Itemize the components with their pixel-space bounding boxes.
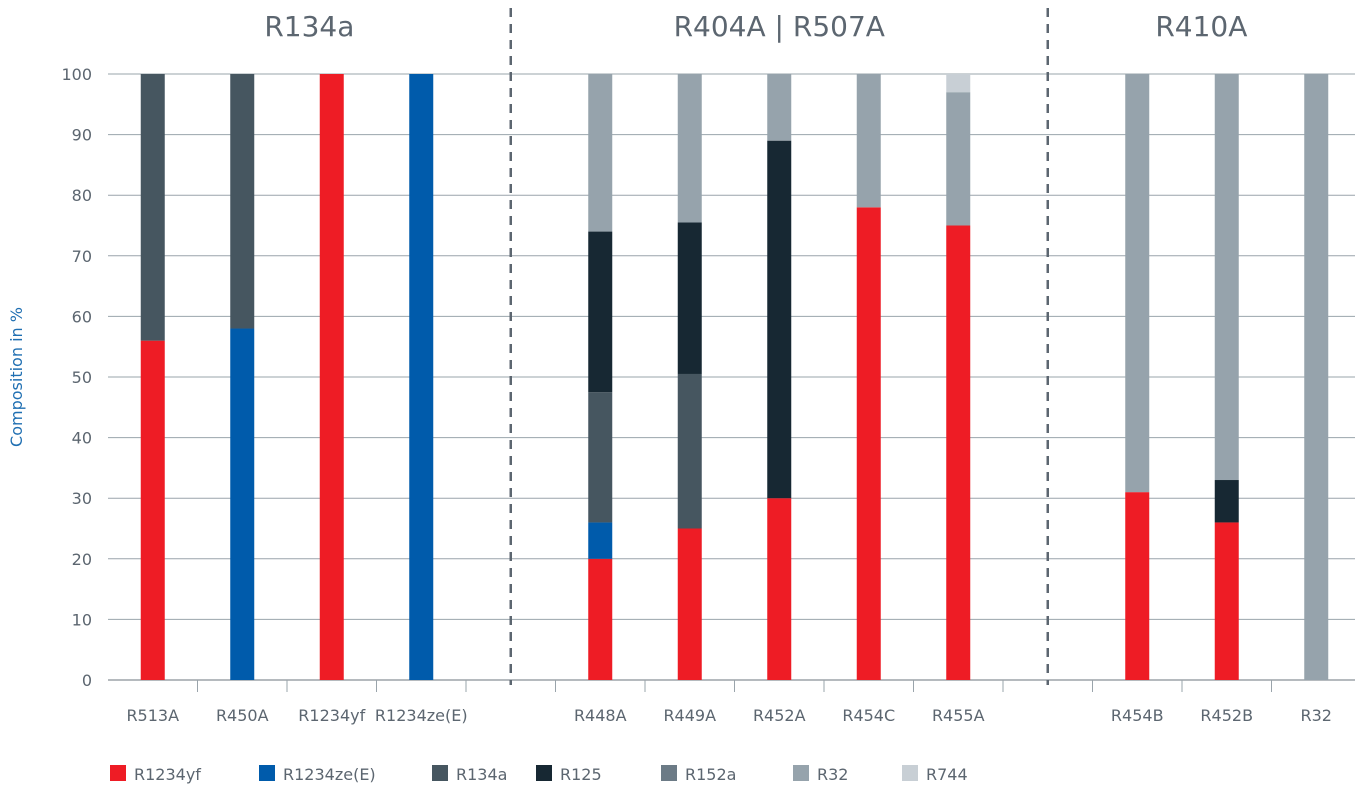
group-title: R404A | R507A	[674, 10, 885, 43]
legend-label: R744	[926, 765, 968, 784]
x-tick-label: R1234ze(E)	[375, 706, 468, 725]
x-tick-label: R452A	[753, 706, 806, 725]
x-axis: R513A R450A R1234yf R1234ze(E) R448A R449A R45…	[126, 680, 1332, 725]
bar-segment	[588, 74, 613, 232]
legend-swatch	[432, 765, 448, 781]
y-tick-label: 20	[72, 550, 92, 569]
x-tick-label: R455A	[932, 706, 985, 725]
legend-swatch	[536, 765, 552, 781]
legend-label: R1234yf	[134, 765, 201, 784]
y-tick-label: 90	[72, 126, 92, 145]
bar-segment	[588, 231, 613, 393]
x-tick-label: R452B	[1200, 706, 1253, 725]
legend-swatch	[902, 765, 918, 781]
bar-segment	[856, 74, 881, 208]
gridlines	[108, 73, 1355, 681]
bar-segment	[588, 558, 613, 680]
legend-label: R125	[560, 765, 602, 784]
bar-segment	[319, 74, 344, 680]
bar-segment	[946, 74, 971, 93]
y-tick-label: 60	[72, 307, 92, 326]
x-tick-label: R450A	[216, 706, 269, 725]
x-tick-label: R454C	[842, 706, 895, 725]
bar-segment	[1214, 74, 1239, 481]
x-tick-label: R513A	[126, 706, 179, 725]
y-tick-label: 50	[72, 368, 92, 387]
bar-segment	[1214, 522, 1239, 680]
group-title: R134a	[264, 10, 354, 43]
bar-segment	[140, 340, 165, 680]
y-tick-label: 30	[72, 489, 92, 508]
legend-swatch	[259, 765, 275, 781]
bar-segment	[767, 498, 792, 680]
bar-segment	[1125, 492, 1150, 680]
legend-swatch	[110, 765, 126, 781]
group-title: R410A	[1155, 10, 1247, 43]
legend-swatch	[793, 765, 809, 781]
legend: R1234yf R1234ze(E) R134a R125 R152a R32 R744	[110, 765, 968, 784]
bar-segment	[230, 74, 255, 329]
legend-label: R134a	[456, 765, 507, 784]
bar-segment	[1214, 480, 1239, 523]
bar-segment	[1304, 74, 1329, 680]
legend-label: R1234ze(E)	[283, 765, 376, 784]
x-tick-label: R32	[1301, 706, 1332, 725]
y-axis-label: Composition in %	[7, 307, 26, 447]
bar-segment	[677, 222, 702, 374]
group-separators	[509, 8, 1049, 685]
bar-segment	[677, 74, 702, 223]
y-tick-label: 80	[72, 186, 92, 205]
bar-segment	[1125, 74, 1150, 493]
x-tick-label: R1234yf	[298, 706, 365, 725]
bar-segment	[140, 74, 165, 341]
bar-segment	[946, 225, 971, 680]
bar-segment	[677, 373, 702, 529]
bar-segment	[856, 207, 881, 680]
bar-segment	[767, 74, 792, 141]
bar-segment	[409, 74, 434, 680]
legend-label: R32	[817, 765, 848, 784]
group-titles: R134a R404A | R507A R410A	[264, 10, 1247, 43]
y-tick-label: 70	[72, 247, 92, 266]
bar-segment	[588, 392, 613, 523]
y-tick-label: 0	[82, 671, 92, 690]
bar-segment	[946, 92, 971, 226]
x-tick-label: R454B	[1111, 706, 1164, 725]
bar-segment	[767, 140, 792, 499]
bar-segment	[588, 522, 613, 559]
y-tick-label: 100	[61, 65, 92, 84]
legend-label: R152a	[685, 765, 736, 784]
y-tick-label: 10	[72, 610, 92, 629]
bars	[140, 74, 1329, 680]
y-tick-label: 40	[72, 429, 92, 448]
y-axis: 0 10 20 30 40 50 60 70 80 90 100	[61, 65, 92, 690]
x-tick-label: R449A	[663, 706, 716, 725]
x-tick-label: R448A	[574, 706, 627, 725]
legend-swatch	[661, 765, 677, 781]
bar-segment	[230, 328, 255, 680]
bar-segment	[677, 528, 702, 680]
